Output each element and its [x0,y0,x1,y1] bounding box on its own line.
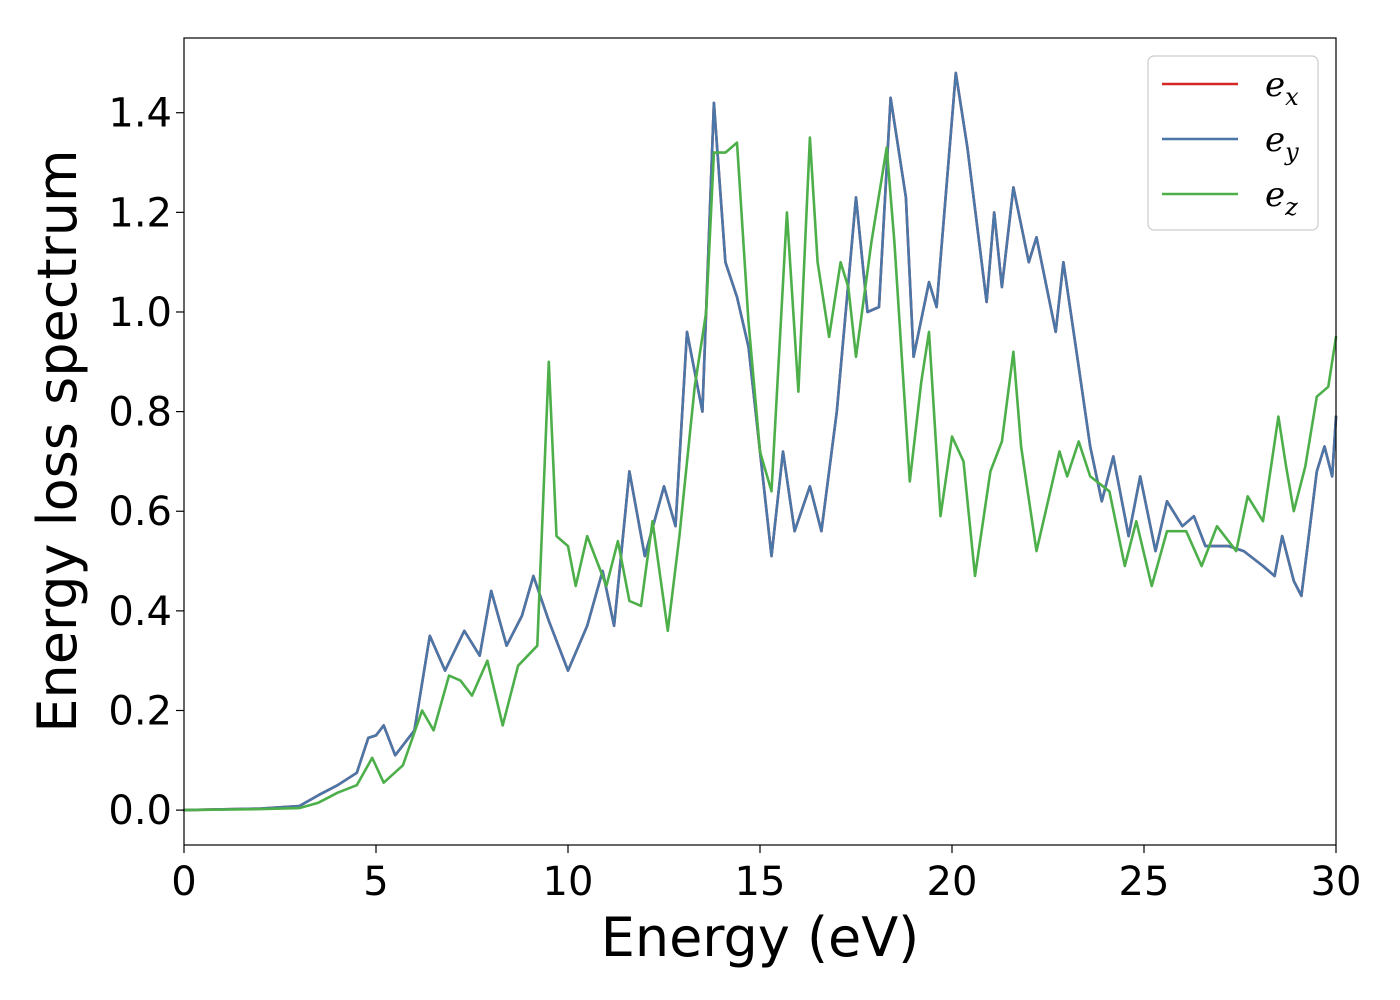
y-axis-label: Energy loss spectrum [26,149,89,732]
legend-label-e-z: ez [1265,175,1298,221]
x-tick-label: 10 [543,859,594,905]
legend-box [1147,55,1319,231]
y-axis-ticks: 0.0 0.2 0.4 0.6 0.8 1.0 1.2 1.4 [108,91,184,834]
x-axis-ticks: 0 5 10 15 20 25 30 [171,845,1361,905]
x-tick-label: 30 [1311,859,1362,905]
legend-label-subscript: x [1285,83,1299,111]
x-tick-label: 0 [171,859,196,905]
y-tick-label: 0.6 [108,489,172,535]
legend-label-subscript: y [1284,138,1299,166]
legend-label-base: e [1265,175,1285,215]
legend-label-base: e [1265,65,1285,105]
x-tick-label: 20 [927,859,978,905]
legend-label-e-x: ex [1265,65,1299,111]
y-tick-label: 0.0 [108,788,172,834]
x-axis-label: Energy (eV) [601,906,920,969]
y-tick-label: 0.8 [108,390,172,436]
legend-label-e-y: ey [1265,120,1299,166]
y-tick-label: 1.0 [108,290,172,336]
y-tick-label: 0.2 [108,689,172,735]
x-tick-label: 15 [735,859,786,905]
x-tick-label: 5 [363,859,388,905]
legend-label-subscript: z [1284,193,1298,221]
series-layer [182,71,1338,812]
legend-label-base: e [1265,120,1285,160]
y-tick-label: 1.2 [108,190,172,236]
y-tick-label: 0.4 [108,589,172,635]
series-line-e-y [182,71,1338,812]
x-tick-label: 25 [1119,859,1170,905]
series-line-e-z [182,136,1338,812]
y-tick-label: 1.4 [108,91,172,137]
